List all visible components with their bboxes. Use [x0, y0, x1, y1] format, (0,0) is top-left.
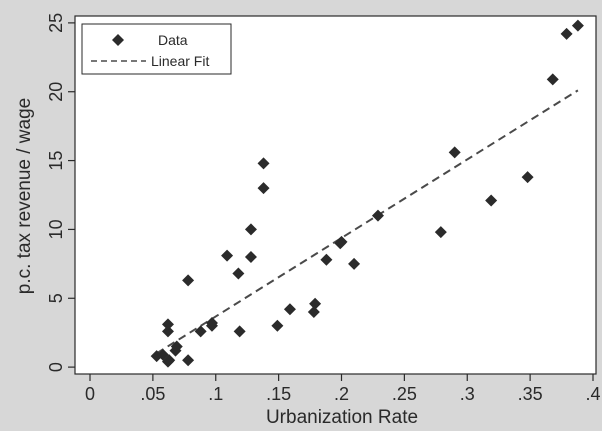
x-tick-label: .35: [518, 384, 543, 404]
x-axis: 0 .05 .1 .15 .2 .25 .3 .35 .4: [85, 374, 601, 404]
x-tick-label: .1: [208, 384, 223, 404]
data-point: [257, 157, 270, 170]
data-point: [560, 27, 573, 40]
y-tick-label: 5: [46, 293, 66, 303]
data-point: [232, 267, 245, 280]
linear-fit-line: [156, 89, 579, 355]
data-point: [348, 257, 361, 270]
data-point: [182, 354, 195, 367]
y-axis-title: p.c. tax revenue / wage: [14, 98, 35, 294]
data-point: [194, 325, 207, 338]
data-point: [182, 274, 195, 287]
data-point: [320, 253, 333, 266]
data-point: [170, 340, 183, 353]
x-tick-label: .4: [585, 384, 600, 404]
x-tick-label: 0: [85, 384, 95, 404]
x-tick-label: .15: [266, 384, 291, 404]
data-point: [257, 182, 270, 195]
data-point: [309, 297, 322, 310]
data-point: [434, 226, 447, 239]
data-point: [163, 354, 176, 367]
data-point: [244, 250, 257, 263]
data-point: [233, 325, 246, 338]
data-point: [283, 303, 296, 316]
legend: Data Linear Fit: [81, 23, 232, 75]
y-tick-label: 10: [46, 219, 66, 239]
y-tick-label: 20: [46, 82, 66, 102]
x-tick-label: .3: [460, 384, 475, 404]
y-tick-label: 0: [46, 362, 66, 372]
data-point: [271, 319, 284, 332]
y-tick-label: 15: [46, 151, 66, 171]
plot-area: [74, 15, 597, 375]
linear-fit-layer: [156, 89, 579, 355]
data-point: [335, 235, 348, 248]
data-points-layer: [150, 19, 584, 368]
x-tick-label: .25: [392, 384, 417, 404]
data-point: [521, 171, 534, 184]
x-tick-label: .2: [334, 384, 349, 404]
legend-label-linear-fit: Linear Fit: [151, 53, 209, 69]
data-point: [371, 209, 384, 222]
y-axis: 0 5 10 15 20 25: [46, 13, 75, 372]
data-point: [161, 325, 174, 338]
data-point: [546, 73, 559, 86]
data-point: [571, 19, 584, 32]
legend-label-data: Data: [158, 32, 188, 48]
x-tick-label: .05: [140, 384, 165, 404]
data-point: [307, 306, 320, 319]
legend-box: [81, 23, 232, 75]
data-point: [244, 223, 257, 236]
y-tick-label: 25: [46, 13, 66, 33]
data-point: [205, 317, 218, 330]
data-point: [448, 146, 461, 159]
legend-diamond-icon: [112, 34, 124, 46]
data-point: [161, 318, 174, 331]
x-axis-title: Urbanization Rate: [266, 407, 418, 428]
data-point: [221, 249, 234, 262]
data-point: [485, 194, 498, 207]
